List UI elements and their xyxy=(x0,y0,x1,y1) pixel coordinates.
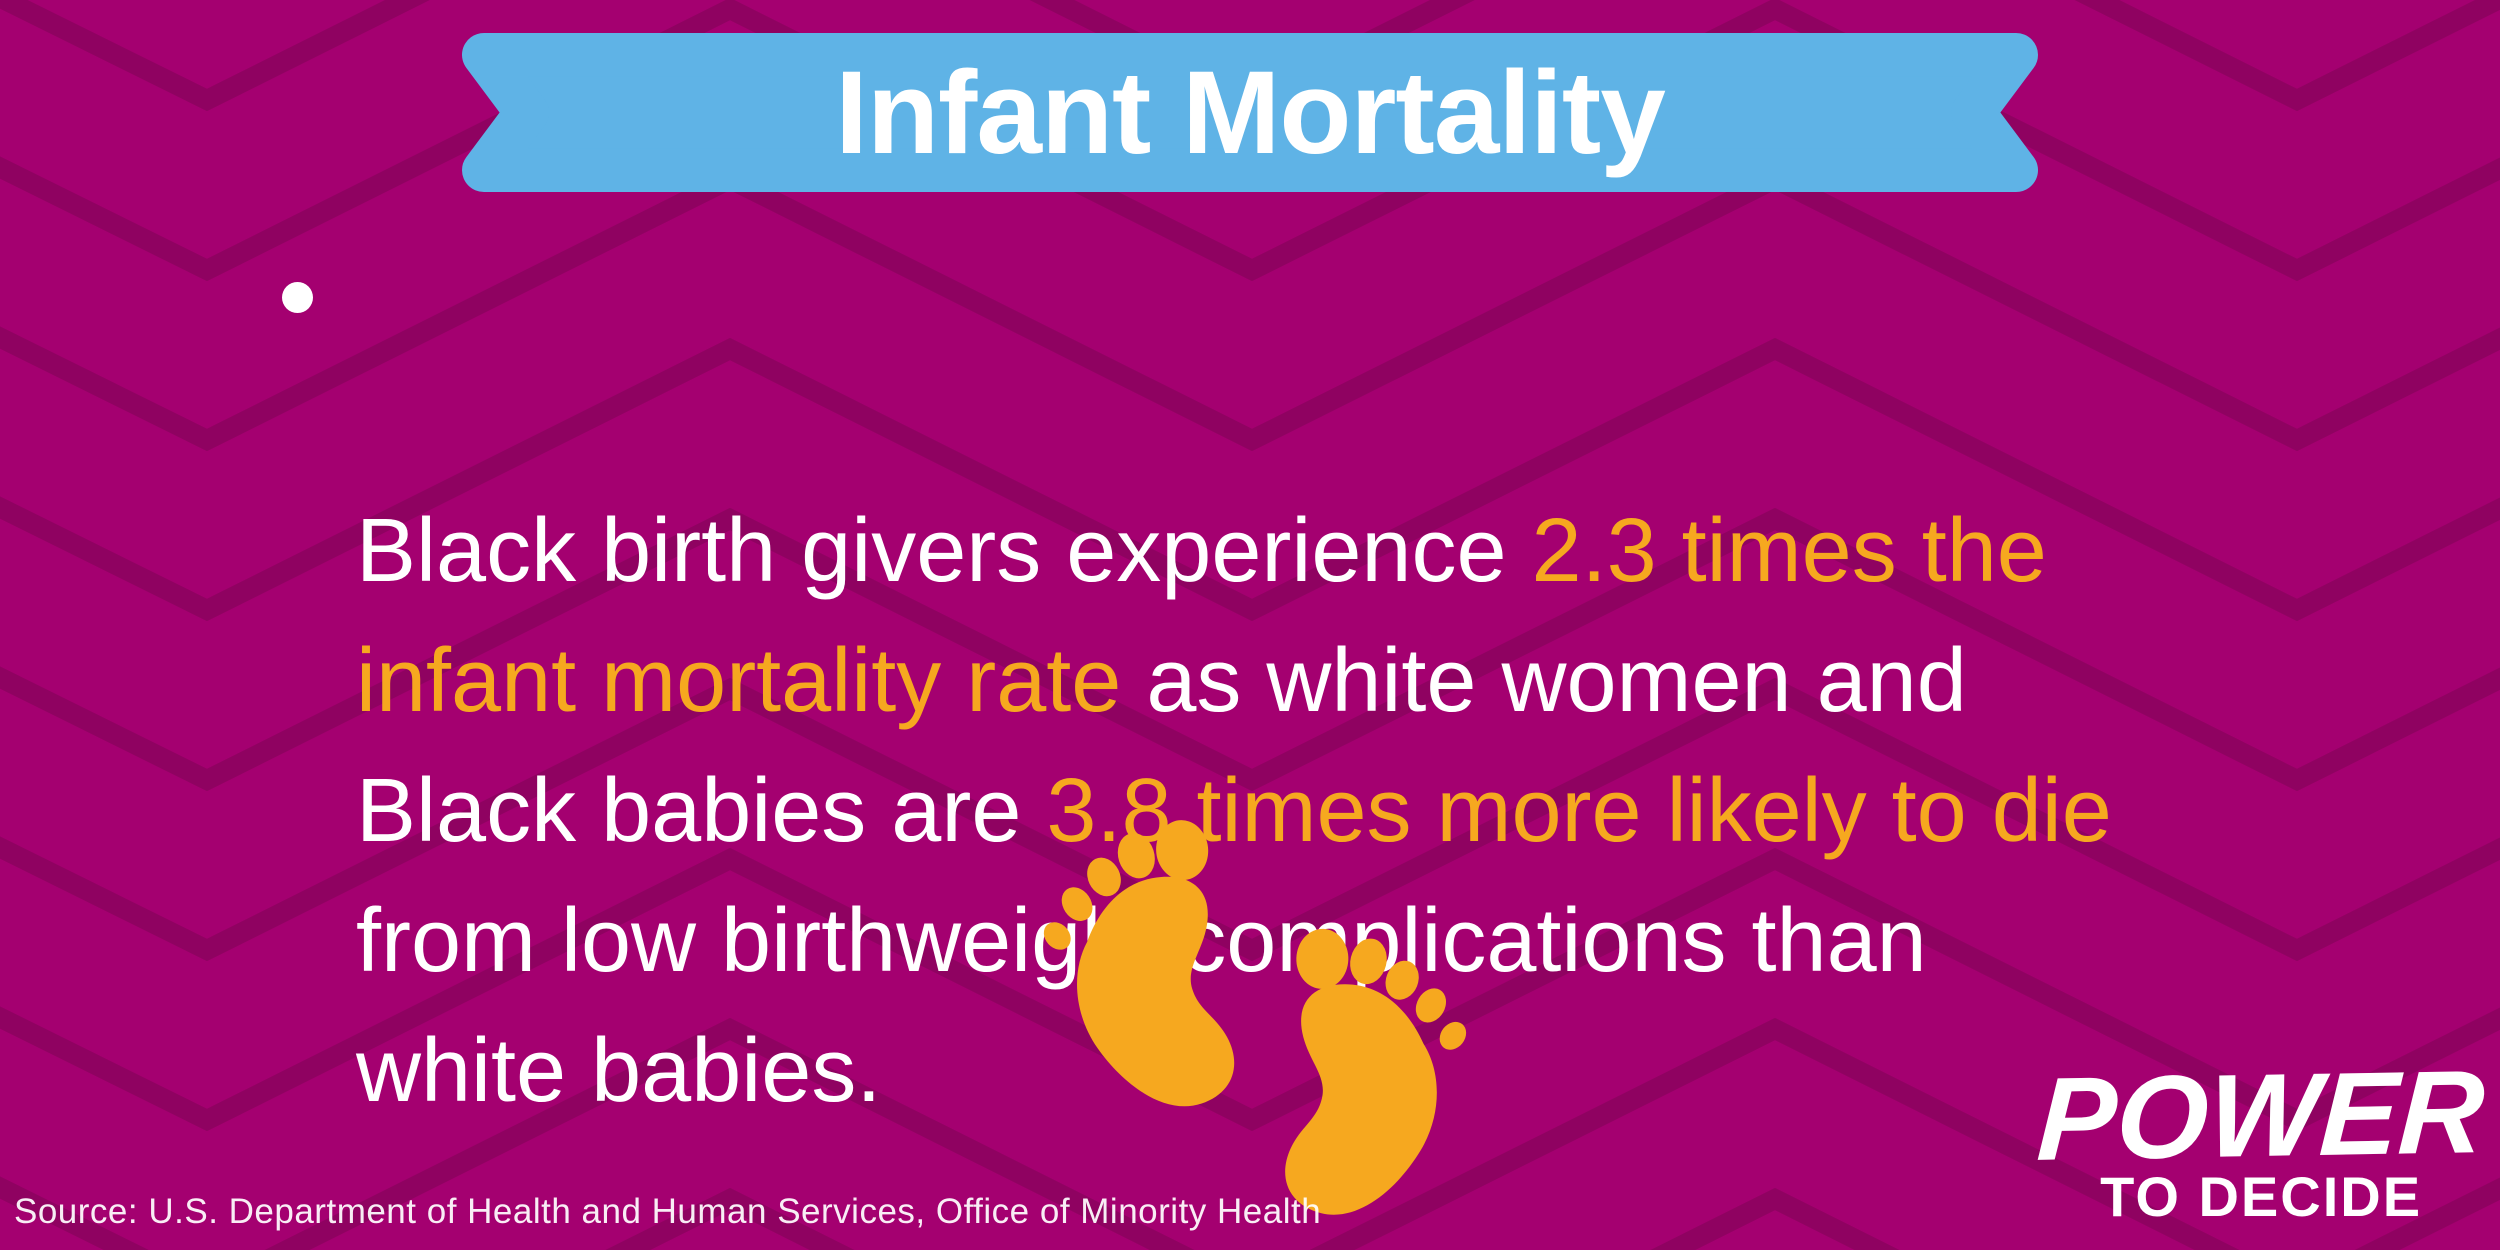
chevron-stripe xyxy=(0,0,2500,282)
bullet-text-segment: 3.8 times more likely to die xyxy=(1046,761,2112,861)
chevron-stripe xyxy=(0,167,2500,452)
baby-footprints-icon xyxy=(1020,812,1484,1231)
right-baby-footprint-icon xyxy=(1258,922,1484,1231)
page-title: Infant Mortality xyxy=(835,46,1666,179)
bullet-text: Black birth givers experience 2.3 times … xyxy=(282,226,2496,1136)
ribbon-icon xyxy=(462,33,2038,192)
chevron-stripe xyxy=(0,507,2500,792)
ribbon-banner-shape xyxy=(462,33,2038,192)
chevron-stripe xyxy=(0,677,2500,962)
logo-power-text: POWER xyxy=(2034,1046,2488,1186)
chevron-stripe xyxy=(0,847,2500,1132)
bullet-text-segment: Black birth givers experience xyxy=(356,501,1532,601)
logo-to-decide-text: TO DECIDE xyxy=(2100,1165,2423,1228)
bullet-text-segment: 2.3 times the infant mortality rate xyxy=(356,501,2047,731)
source-citation: Source: U.S. Department of Health and Hu… xyxy=(14,1192,1322,1231)
title-ribbon-banner: Infant Mortality xyxy=(462,33,2038,192)
chevron-stripe xyxy=(0,337,2500,622)
bullet-text-segment: from low birthweight complications than … xyxy=(356,891,1927,1121)
bullet-point-icon xyxy=(282,282,313,313)
bullet-text-segment: as white women and Black babies are xyxy=(356,631,1967,861)
power-to-decide-logo: POWER TO DECIDE xyxy=(2035,1046,2488,1228)
left-baby-footprint-icon xyxy=(1020,812,1263,1130)
